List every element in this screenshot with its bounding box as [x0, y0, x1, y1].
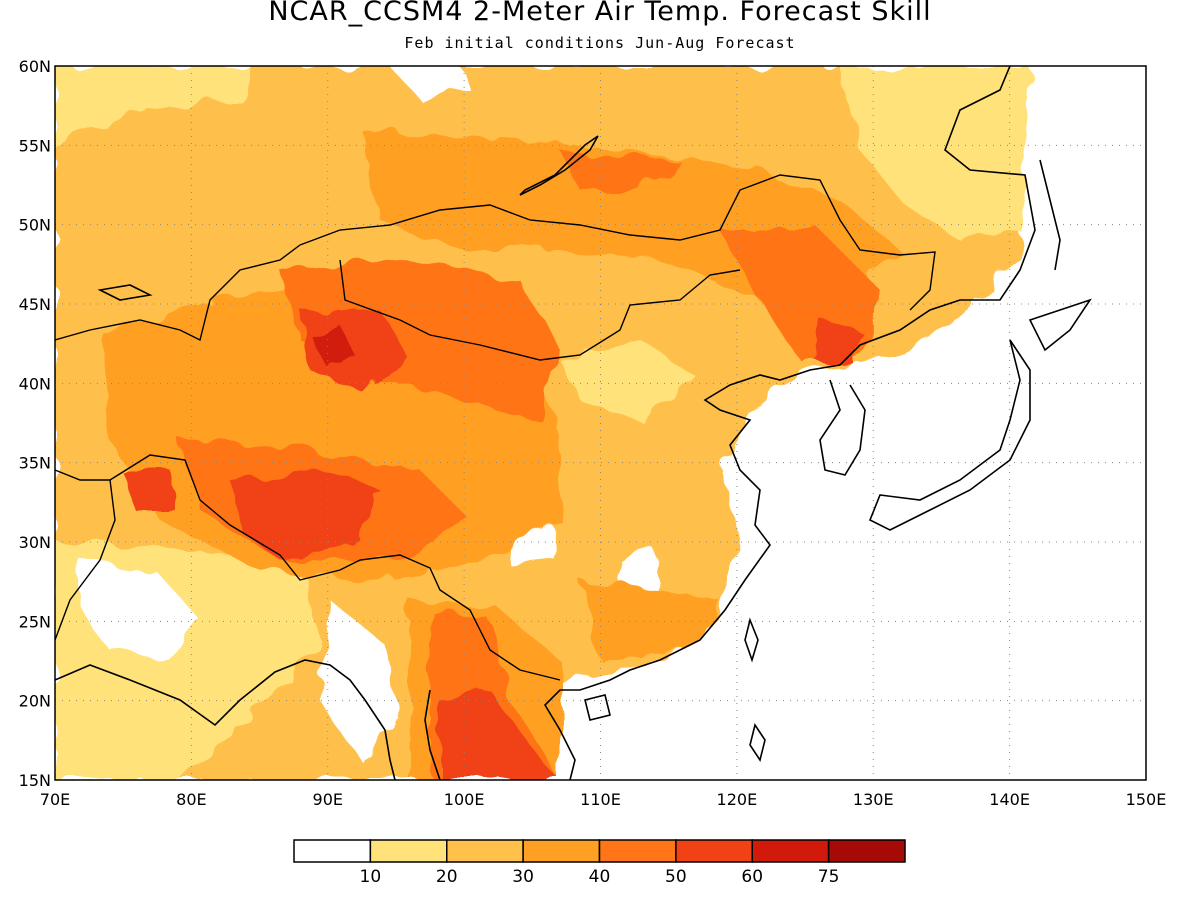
lat-tick-label: 55N	[19, 136, 51, 155]
colorbar-swatch	[369, 839, 448, 863]
latitude-axis: 60N 55N 50N 45N 40N 35N 30N 25N 20N 15N	[19, 57, 51, 790]
colorbar-swatch	[293, 839, 372, 863]
lat-tick-label: 25N	[19, 612, 51, 631]
lon-tick-label: 140E	[989, 790, 1030, 809]
coastline-indochina	[424, 689, 441, 780]
lat-tick-label: 40N	[19, 374, 51, 393]
field-level-50-mongolia	[280, 260, 560, 420]
colorbar-swatch	[751, 839, 830, 863]
lat-tick-label: 15N	[19, 771, 51, 790]
lon-tick-label: 80E	[176, 790, 206, 809]
colorbar-swatch	[522, 839, 601, 863]
lat-tick-label: 60N	[19, 57, 51, 76]
lat-tick-label: 45N	[19, 295, 51, 314]
colorbar-label: 60	[741, 867, 763, 887]
lon-tick-label: 120E	[717, 790, 758, 809]
colorbar-swatch	[675, 839, 753, 863]
colorbar-swatch	[827, 839, 906, 863]
lon-tick-label: 110E	[580, 790, 621, 809]
field-level-60-indochina	[440, 690, 560, 780]
coastlines-and-borders	[55, 66, 1092, 780]
field-level-60-tibet	[230, 470, 380, 560]
coastline-sakhalin	[1039, 159, 1061, 271]
lat-tick-label: 50N	[19, 216, 51, 235]
field-level-50-siberia	[560, 150, 680, 190]
lon-tick-label: 130E	[853, 790, 894, 809]
field-level-0-india	[80, 560, 200, 660]
field-level-60-kashmir	[120, 470, 175, 510]
field-level-0-bengal	[320, 600, 400, 760]
border-india-pakistan	[55, 469, 116, 641]
coastline-china	[543, 66, 1036, 780]
lon-tick-label: 100E	[444, 790, 485, 809]
colorbar-swatch	[598, 839, 677, 863]
border-china-south	[109, 454, 561, 681]
lon-tick-label: 70E	[40, 790, 70, 809]
border-china-mongolia	[339, 259, 741, 361]
colorbar: 10 20 30 40 50 60 75	[293, 839, 906, 887]
lat-tick-label: 35N	[19, 454, 51, 473]
field-level-75-core	[310, 325, 355, 370]
border-central-asia	[55, 244, 301, 342]
border-russia-mongolia	[299, 174, 936, 311]
field-level-60-northeast	[815, 320, 860, 365]
gridlines	[55, 66, 1146, 780]
field-level-20-north	[55, 66, 250, 150]
lat-tick-label: 30N	[19, 533, 51, 552]
colorbar-label: 50	[665, 867, 687, 887]
colorbar-swatch	[446, 839, 524, 863]
field-level-20-china	[560, 340, 700, 420]
lon-tick-label: 90E	[313, 790, 343, 809]
colorbar-label: 20	[436, 867, 458, 887]
longitude-axis: 70E 80E 90E 100E 110E 120E 130E 140E 150E	[40, 790, 1167, 809]
colorbar-label: 40	[589, 867, 611, 887]
skill-field	[55, 66, 1030, 780]
lat-tick-label: 20N	[19, 692, 51, 711]
lake-balkhash	[97, 284, 153, 301]
colorbar-label: 30	[512, 867, 534, 887]
plot-frame	[54, 65, 1147, 781]
coastline-japan	[868, 339, 1031, 531]
lake-baikal	[519, 135, 599, 196]
map-title: NCAR_CCSM4 2-Meter Air Temp. Forecast Sk…	[268, 0, 932, 27]
colorbar-label: 75	[818, 867, 840, 887]
coastline-taiwan	[744, 617, 759, 663]
coastline-hainan	[584, 694, 611, 721]
field-level-40-southchina	[580, 580, 720, 660]
field-level-20-east	[840, 66, 1030, 240]
coastline-bengal	[55, 659, 396, 780]
colorbar-label: 10	[360, 867, 382, 887]
lon-tick-label: 150E	[1126, 790, 1167, 809]
coastline-philippines	[749, 723, 766, 762]
map-subtitle: Feb initial conditions Jun-Aug Forecast	[404, 34, 796, 52]
coastline-hokkaido	[1028, 298, 1092, 352]
coastline-korea	[819, 379, 866, 476]
field-level-0-north	[390, 66, 470, 100]
